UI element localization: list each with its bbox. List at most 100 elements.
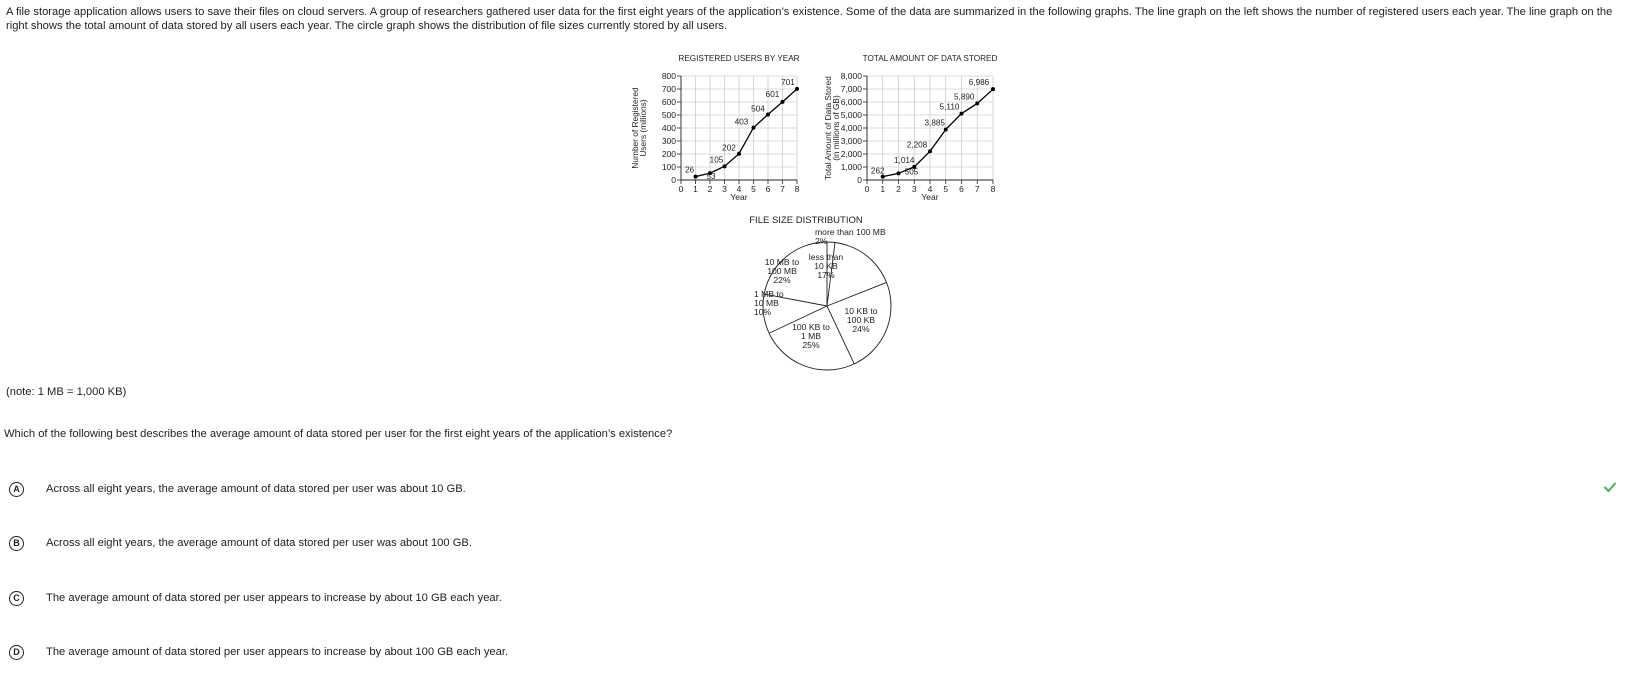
- users-xtick-label: 6: [766, 184, 771, 194]
- storage-xtick-label: 6: [959, 184, 964, 194]
- pie-slice-boundary: [764, 293, 828, 307]
- pie-slice-label: 17%: [817, 270, 835, 280]
- storage-data-point: [896, 171, 901, 176]
- pie-slice-boundary: [826, 305, 855, 365]
- users-ytick-label: 400: [662, 123, 676, 133]
- pie-slice-label: 10 KB: [814, 261, 838, 271]
- users-data-label: 504: [751, 104, 765, 113]
- storage-data-point: [991, 87, 995, 92]
- storage-ytick-label: 5,000: [841, 110, 863, 120]
- users-xtick-label: 7: [780, 184, 785, 194]
- users-ytick-label: 300: [662, 136, 676, 146]
- users-xtick-label: 8: [795, 184, 800, 194]
- storage-xtick-label: 1: [880, 184, 885, 194]
- users-ytick-label: 100: [662, 162, 676, 172]
- choice-d[interactable]: D The average amount of data stored per …: [9, 642, 1609, 662]
- pie-slice-label: more than 100 MB: [815, 227, 886, 237]
- pie-slice-label: 10 MB to: [765, 257, 800, 267]
- storage-data-point: [975, 101, 980, 106]
- users-title: REGISTERED USERS BY YEAR: [678, 54, 799, 63]
- storage-ytick-label: 4,000: [841, 123, 863, 133]
- storage-xtick-label: 0: [865, 184, 870, 194]
- users-data-point: [722, 164, 727, 169]
- pie-slice-label: 24%: [852, 324, 870, 334]
- users-data-label: 403: [735, 118, 749, 127]
- storage-data-label: 2,208: [907, 140, 928, 149]
- users-data-point: [795, 86, 799, 91]
- users-data-label: 202: [722, 144, 736, 153]
- choice-c[interactable]: C The average amount of data stored per …: [9, 588, 1609, 608]
- choice-b-bubble[interactable]: B: [9, 535, 24, 551]
- storage-data-label: 1,014: [894, 156, 915, 165]
- storage-data-point: [943, 127, 948, 132]
- storage-data-label: 5,890: [954, 92, 975, 101]
- correct-check-icon: [1604, 482, 1616, 492]
- storage-xtick-label: 3: [912, 184, 917, 194]
- pie-slice-label: 100 KB to: [792, 322, 830, 332]
- pie-slice-boundary: [768, 305, 828, 334]
- users-xtick-label: 5: [751, 184, 756, 194]
- users-data-label: 701: [781, 78, 795, 87]
- storage-xtick-label: 8: [991, 184, 996, 194]
- pie-slice-label: 100 MB: [767, 266, 797, 276]
- choice-a[interactable]: A Across all eight years, the average am…: [9, 479, 1609, 499]
- pie-slice-boundary: [826, 282, 887, 307]
- users-xtick-label: 3: [722, 184, 727, 194]
- storage-ylabel: Total Amount of Data Stored: [823, 76, 833, 180]
- storage-data-label: 262: [871, 167, 885, 176]
- choice-d-bubble[interactable]: D: [9, 644, 24, 660]
- users-xtick-label: 1: [693, 184, 698, 194]
- intro-paragraph: A file storage application allows users …: [6, 6, 1613, 32]
- storage-ytick-label: 0: [857, 175, 862, 185]
- users-data-point: [751, 125, 756, 130]
- pie-title: FILE SIZE DISTRIBUTION: [750, 215, 863, 226]
- storage-data-point: [880, 174, 885, 179]
- storage-data-point: [912, 164, 917, 169]
- storage-xtick-label: 5: [943, 184, 948, 194]
- choice-a-text: Across all eight years, the average amou…: [46, 483, 466, 495]
- storage-ytick-label: 1,000: [841, 162, 863, 172]
- choice-b[interactable]: B Across all eight years, the average am…: [9, 533, 1609, 553]
- users-data-label: 601: [766, 90, 780, 99]
- storage-data-label: 6,986: [969, 78, 990, 87]
- choice-a-bubble[interactable]: A: [9, 481, 24, 497]
- users-data-label: 53: [706, 172, 716, 181]
- pie-slice-boundary: [826, 242, 836, 307]
- storage-data-point: [959, 111, 964, 116]
- storage-data-label: 5,110: [940, 103, 960, 112]
- storage-xtick-label: 2: [896, 184, 901, 194]
- users-ytick-label: 200: [662, 149, 676, 159]
- storage-title: TOTAL AMOUNT OF DATA STORED: [863, 54, 998, 63]
- storage-xtick-label: 4: [928, 184, 933, 194]
- users-data-point: [780, 99, 785, 104]
- registered-users-line-chart: REGISTERED USERS BY YEAR 0 100 200 300 400 500…: [630, 54, 800, 202]
- users-xtick-label: 0: [679, 184, 684, 194]
- storage-ytick-label: 7,000: [841, 84, 863, 94]
- users-data-label: 105: [710, 155, 724, 164]
- pie-slice-label: 100 KB: [847, 315, 875, 325]
- question-text: Which of the following best describes th…: [4, 428, 673, 440]
- users-ytick-label: 0: [671, 175, 676, 185]
- users-data-point: [737, 151, 741, 156]
- choice-b-text: Across all eight years, the average amou…: [46, 537, 472, 549]
- choice-c-text: The average amount of data stored per us…: [46, 592, 502, 604]
- storage-ytick-label: 8,000: [841, 71, 863, 81]
- users-xlabel: Year: [730, 192, 747, 202]
- users-xtick-label: 2: [708, 184, 713, 194]
- storage-xtick-label: 7: [975, 184, 980, 194]
- choice-c-bubble[interactable]: C: [9, 590, 24, 606]
- users-xtick-label: 4: [737, 184, 742, 194]
- pie-slice-label: 1 MB: [801, 331, 821, 341]
- pie-slice-label: less than: [809, 252, 844, 262]
- users-data-point: [693, 174, 698, 179]
- users-series-line: [695, 88, 798, 178]
- storage-ytick-label: 2,000: [841, 149, 863, 159]
- storage-data-label: 505: [905, 167, 919, 176]
- storage-series-line: [882, 88, 994, 178]
- users-data-point: [708, 171, 712, 176]
- users-ylabel: Number of Registered: [630, 87, 640, 169]
- users-data-point: [766, 112, 770, 117]
- pie-slice-label: 1 MB to: [754, 289, 784, 299]
- pie-slice-label: 25%: [802, 340, 820, 350]
- users-data-label: 26: [685, 166, 695, 175]
